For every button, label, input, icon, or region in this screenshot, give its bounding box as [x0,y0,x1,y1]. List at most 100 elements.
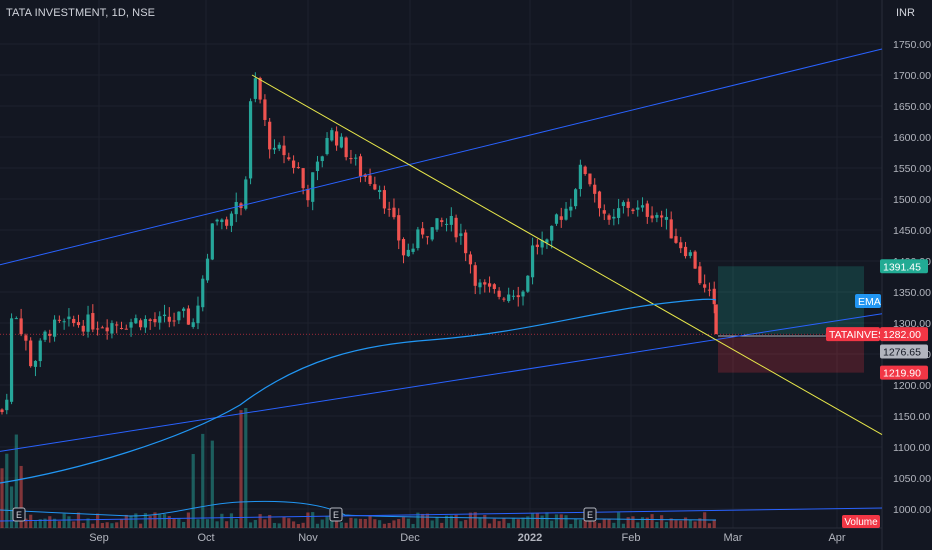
volume-bar [38,519,42,528]
volume-badge: Volume [842,515,880,528]
candle-body [468,254,473,265]
candle-body [664,216,669,220]
volume-bar [607,519,611,528]
earnings-marker[interactable]: E [12,507,26,522]
candle-body [416,229,420,249]
volume-bar [196,519,200,528]
currency-label[interactable]: INR [896,7,915,19]
candle-body [545,239,549,243]
volume-badge-text: Volume [844,517,878,528]
volume-bar [440,522,444,528]
candle-body [9,318,14,402]
volume-bar [43,518,47,528]
candle-body [186,308,191,325]
candle-body [119,327,124,329]
price-label: TATAINVEST [826,327,892,342]
candle-body [76,322,81,326]
price-label-text: TATAINVEST [829,329,892,341]
volume-bar [698,518,702,528]
volume-bar [363,518,367,528]
candle-body [550,225,554,241]
candle-body [650,215,654,219]
y-tick-label: 1150.00 [893,411,930,423]
candle-body [387,208,391,210]
price-label-text: 1391.45 [883,261,921,273]
volume-bar [201,433,205,528]
candle-body [703,284,707,288]
candle-body [344,137,348,158]
volume-bar [473,512,477,528]
candle-body [62,321,66,323]
volume-bar [416,512,420,528]
candle-body [244,179,248,209]
volume-bar [392,520,396,528]
volume-bars [0,408,716,528]
candle-body [320,156,324,162]
earnings-marker-label: E [16,510,22,520]
volume-bar [621,523,625,528]
price-label: 1282.00 [880,327,928,342]
volume-bar [487,523,492,528]
candle-body [430,227,434,240]
volume-bar [626,517,630,528]
volume-bar [368,515,372,528]
candle-body [277,144,281,149]
volume-bar [464,519,468,528]
candle-body [626,201,630,208]
candle-body [640,205,645,208]
candle-body [139,320,143,328]
candle-body [234,201,238,215]
volume-bar [554,514,559,528]
candle-body [162,314,167,317]
candle-body [397,215,401,241]
volume-bar [325,515,329,528]
candle-body [167,316,171,322]
candle-body [440,220,444,223]
price-label: EMA [855,294,881,308]
earnings-marker[interactable]: E [583,507,597,522]
candle-body [91,313,95,330]
earnings-marker-label: E [333,510,339,520]
candle-body [406,249,410,257]
candle-body [335,131,339,146]
volume-bar [86,518,90,528]
price-axis: 1750.00 1700.00 1650.00 1600.00 1550.00 1500.… [893,39,931,516]
volume-bar [602,518,606,528]
candle-body [301,168,305,189]
candle-body [315,161,320,172]
candle-body [473,265,477,286]
candle-body [559,216,563,220]
volume-bar [660,515,664,528]
volume-bar [526,516,530,528]
volume-bar [497,521,501,528]
candle-body [459,233,463,236]
candle-body [210,223,214,260]
candle-body [5,399,9,411]
earnings-marker[interactable]: E [329,507,343,522]
candle-body [464,232,468,254]
candle-body [268,121,272,150]
candle-body [105,327,109,332]
candle-body [693,251,697,269]
downtrend-line [251,74,883,436]
x-tick-label: Nov [298,532,318,544]
volume-bar [411,523,415,528]
candle-body [110,323,114,334]
candle-body [182,308,186,311]
candle-body [645,203,649,217]
candle-body [368,175,372,184]
candle-body [282,145,286,156]
candle-body [52,319,57,337]
target-zone [718,266,864,335]
candle-body [373,184,377,190]
volume-bar [397,519,401,528]
volume-bar [378,520,382,528]
candle-body [43,331,47,340]
candle-body [435,218,439,230]
volume-bar [354,518,358,528]
y-tick-label: 1600.00 [893,132,931,144]
price-label: 1391.45 [880,259,928,274]
volume-bar [67,516,71,528]
